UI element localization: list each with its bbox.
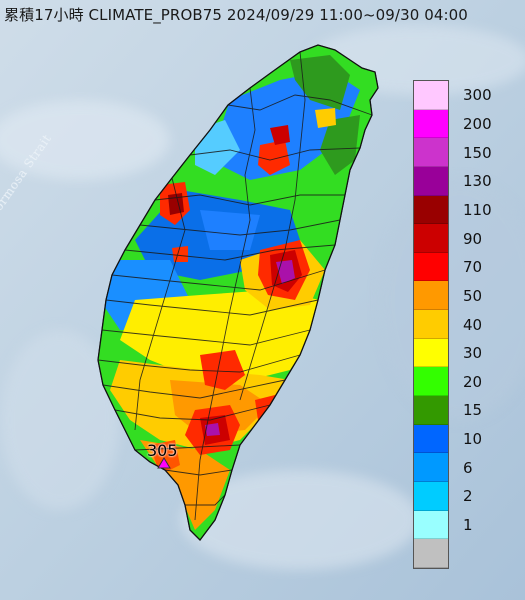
legend-swatch bbox=[414, 424, 448, 454]
legend-swatch bbox=[414, 252, 448, 282]
legend-swatch bbox=[414, 138, 448, 167]
legend-swatch bbox=[414, 109, 448, 139]
legend-label: 150 bbox=[463, 143, 492, 162]
map-title: 累積17小時 CLIMATE_PROB75 2024/09/29 11:00~0… bbox=[4, 6, 468, 24]
coastline bbox=[97, 44, 379, 541]
legend-swatch bbox=[414, 81, 448, 110]
legend-label: 70 bbox=[463, 258, 483, 277]
legend-swatch bbox=[414, 481, 448, 511]
legend-swatch bbox=[414, 539, 448, 568]
legend-swatch bbox=[414, 396, 448, 425]
legend-swatch bbox=[414, 224, 448, 253]
legend-swatch bbox=[414, 195, 448, 225]
legend-label: 40 bbox=[463, 315, 483, 334]
legend-label: 6 bbox=[463, 458, 473, 477]
color-legend bbox=[413, 80, 449, 569]
legend-label: 10 bbox=[463, 430, 483, 449]
legend-label: 200 bbox=[463, 114, 492, 133]
legend-label: 15 bbox=[463, 401, 483, 420]
cloud-texture bbox=[0, 25, 525, 570]
admin-boundaries bbox=[97, 51, 373, 521]
legend-label: 300 bbox=[463, 86, 492, 105]
peak-marker-icon bbox=[157, 457, 171, 469]
legend-label: 50 bbox=[463, 286, 483, 305]
peak-value-label: 305 bbox=[147, 441, 178, 460]
legend-swatch bbox=[414, 510, 448, 540]
legend-label: 130 bbox=[463, 172, 492, 191]
legend-swatch bbox=[414, 453, 448, 482]
legend-label: 110 bbox=[463, 200, 492, 219]
legend-swatch bbox=[414, 310, 448, 339]
legend-swatch bbox=[414, 281, 448, 311]
legend-swatch bbox=[414, 338, 448, 368]
legend-swatch bbox=[414, 367, 448, 397]
legend-label: 90 bbox=[463, 229, 483, 248]
legend-label: 30 bbox=[463, 344, 483, 363]
legend-label: 1 bbox=[463, 516, 473, 535]
legend-label: 2 bbox=[463, 487, 473, 506]
legend-label: 20 bbox=[463, 372, 483, 391]
legend-swatch bbox=[414, 166, 448, 196]
